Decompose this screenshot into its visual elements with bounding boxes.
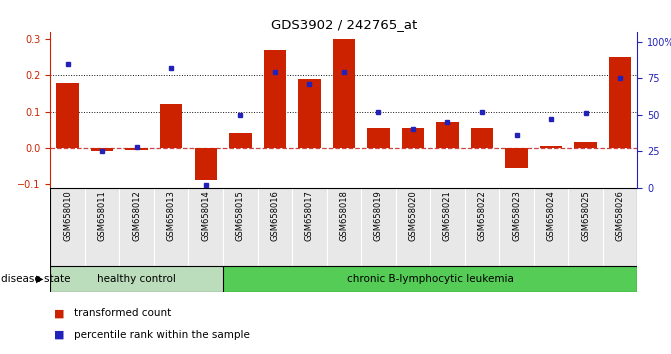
Bar (436, 122, 459, 148)
Text: percentile rank within the sample: percentile rank within the sample (74, 330, 250, 339)
Text: GSM658017: GSM658017 (305, 190, 314, 241)
Bar (195, 148, 217, 181)
Bar (160, 104, 183, 148)
Bar (229, 133, 252, 148)
Bar (471, 128, 493, 148)
Text: transformed count: transformed count (74, 308, 171, 318)
Text: GSM658022: GSM658022 (478, 190, 486, 241)
Bar (367, 128, 390, 148)
Bar (333, 39, 355, 148)
Bar (402, 128, 424, 148)
Text: GSM658012: GSM658012 (132, 190, 141, 241)
Bar (91, 148, 113, 152)
Text: GSM658021: GSM658021 (443, 190, 452, 241)
Bar (223, 266, 637, 292)
Bar (540, 146, 562, 148)
Text: GSM658011: GSM658011 (97, 190, 107, 241)
Text: GSM658023: GSM658023 (512, 190, 521, 241)
Text: disease state: disease state (1, 274, 70, 284)
Bar (609, 57, 631, 148)
Bar (125, 148, 148, 150)
Bar (264, 50, 286, 148)
Text: GSM658020: GSM658020 (409, 190, 417, 241)
Text: GSM658024: GSM658024 (547, 190, 556, 241)
Text: ■: ■ (54, 308, 64, 318)
Bar (505, 148, 528, 168)
Text: GSM658013: GSM658013 (166, 190, 176, 241)
Text: GSM658025: GSM658025 (581, 190, 590, 241)
Text: GSM658015: GSM658015 (236, 190, 245, 241)
Title: GDS3902 / 242765_at: GDS3902 / 242765_at (271, 18, 417, 31)
Text: chronic B-lymphocytic leukemia: chronic B-lymphocytic leukemia (347, 274, 514, 284)
Text: GSM658014: GSM658014 (201, 190, 210, 241)
Text: ▶: ▶ (36, 274, 44, 284)
Text: healthy control: healthy control (97, 274, 176, 284)
Bar (56, 82, 79, 148)
Text: GSM658016: GSM658016 (270, 190, 279, 241)
Text: GSM658026: GSM658026 (616, 190, 625, 241)
Text: GSM658018: GSM658018 (340, 190, 348, 241)
Text: GSM658010: GSM658010 (63, 190, 72, 241)
Bar (298, 79, 321, 148)
Bar (50, 266, 223, 292)
Bar (574, 142, 597, 148)
Text: ■: ■ (54, 330, 64, 339)
Text: GSM658019: GSM658019 (374, 190, 383, 241)
